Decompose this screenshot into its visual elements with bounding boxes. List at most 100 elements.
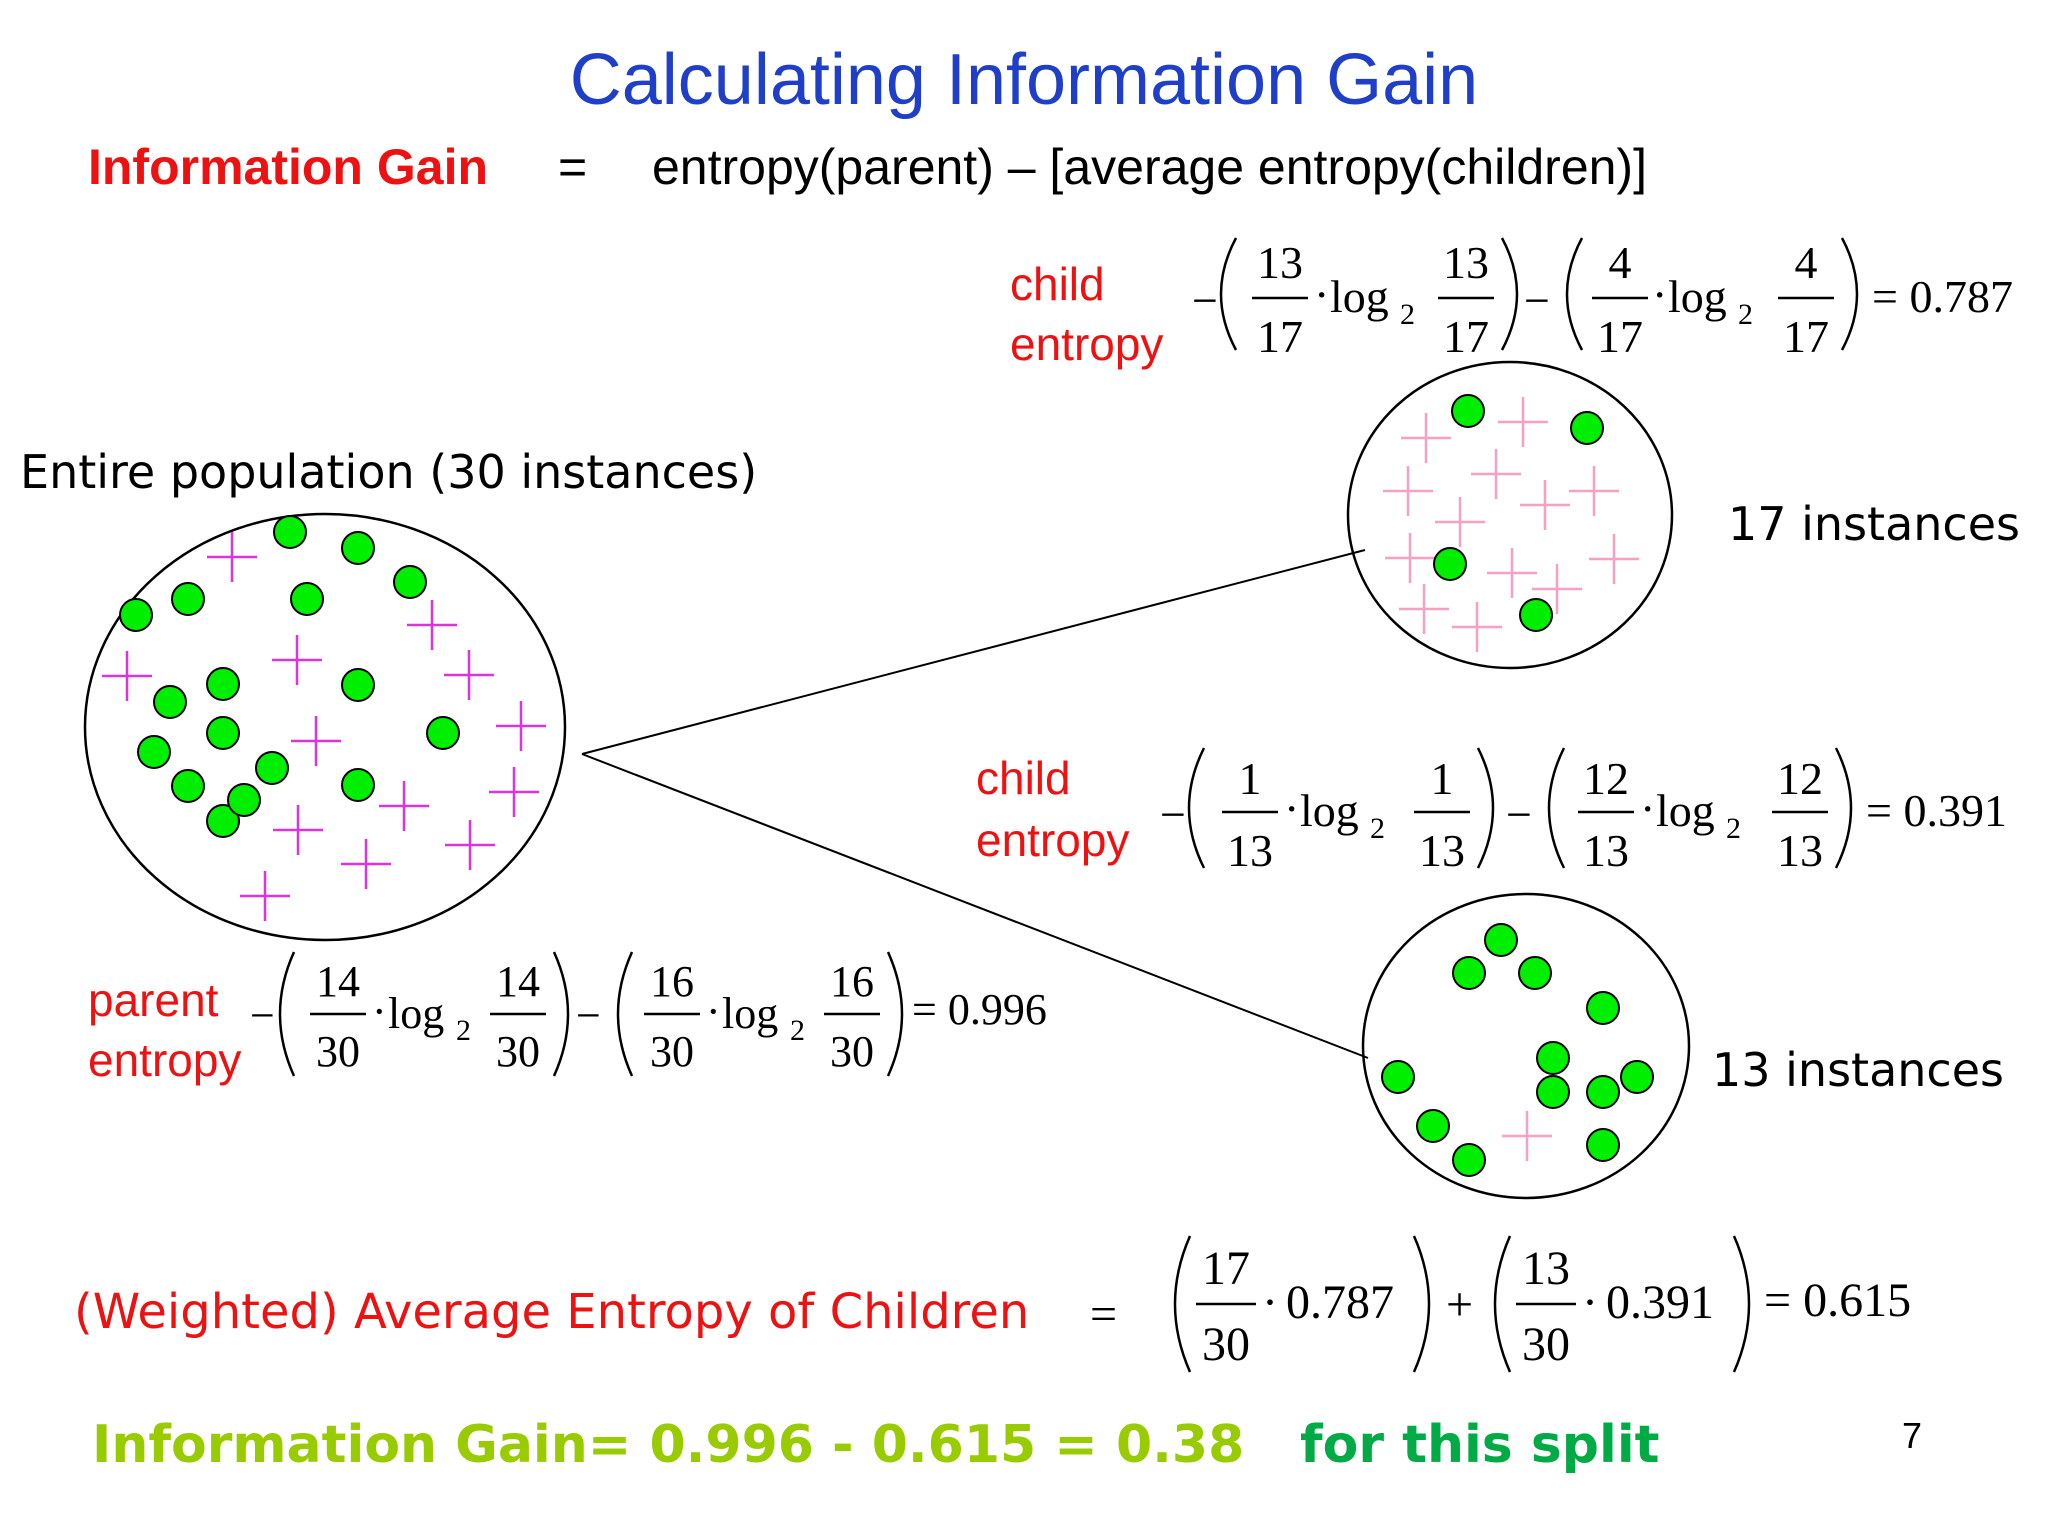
parent-circle-instance [206, 716, 240, 750]
definition-formula: entropy(parent) – [average entropy(child… [652, 139, 1647, 195]
split-line-top [581, 549, 1366, 755]
weighted-average-label: (Weighted) Average Entropy of Children [74, 1284, 1029, 1340]
definition-equals: = [558, 139, 587, 195]
parent-cross-instance [496, 701, 546, 751]
parent-circle-instance [393, 565, 427, 599]
parent-circle-instance [137, 735, 171, 769]
child-bottom-circle-instance [1620, 1060, 1654, 1094]
formula-denominator: 30 [496, 1027, 540, 1076]
paren-close [1840, 237, 1859, 351]
paren-open [1173, 1235, 1192, 1373]
weighted-denominator: 30 [1522, 1318, 1570, 1371]
parent-cross-instance [240, 871, 290, 921]
child-top-cross-instance [1452, 602, 1502, 652]
parent-cross-instance [444, 650, 494, 700]
child-top-cross-instance [1589, 534, 1639, 584]
paren-close [552, 951, 570, 1077]
formula-minus: − [250, 991, 275, 1040]
formula-numerator: 12 [1777, 753, 1823, 804]
child-top-cross-instance [1435, 497, 1485, 547]
paren-open [616, 951, 634, 1077]
child-top-entropy-label-1: child [1010, 258, 1105, 310]
formula-minus: − [1192, 275, 1218, 326]
weighted-average-formula: = 17 30 · 0.787 + 13 30 · 0.391 = 0.615 [1090, 1235, 1911, 1373]
paren-close [1476, 747, 1495, 869]
parent-cross-instance [489, 767, 539, 817]
page-number: 7 [1902, 1415, 1922, 1456]
formula-denominator: 30 [316, 1027, 360, 1076]
log-base: 2 [790, 1014, 805, 1047]
child-bottom-circle-instance [1484, 923, 1518, 957]
formula-numerator: 12 [1583, 753, 1629, 804]
parent-cross-instance [291, 716, 341, 766]
instance-markers [102, 394, 1654, 1177]
parent-circle-instance [341, 531, 375, 565]
child-top-entropy-label-2: entropy [1010, 318, 1163, 370]
log-base: 2 [1726, 812, 1741, 845]
child-top-circle-instance [1433, 547, 1467, 581]
weighted-value: 0.787 [1286, 1276, 1394, 1329]
parent-circle-instance [290, 582, 324, 616]
paren-close [1500, 237, 1519, 351]
split-line-bottom [581, 753, 1369, 1059]
formula-numerator: 14 [496, 957, 540, 1006]
child-top-cross-instance [1383, 466, 1433, 516]
parent-circle-instance [341, 768, 375, 802]
weighted-numerator: 17 [1202, 1242, 1250, 1295]
child-top-cross-instance [1569, 466, 1619, 516]
weighted-plus: + [1446, 1278, 1473, 1331]
dot-operator: · [1652, 269, 1667, 320]
child-top-instances-label: 17 instances [1728, 497, 2020, 551]
formula-minus: − [1524, 275, 1550, 326]
formula-denominator: 30 [830, 1027, 874, 1076]
parent-entropy-formula: − 14 30 · log 2 14 30 − 16 30 · log 2 16… [250, 951, 1047, 1077]
formula-denominator: 17 [1443, 311, 1489, 362]
log-text: log [1300, 785, 1359, 836]
child-bottom-circle-instance [1416, 1109, 1450, 1143]
paren-open [1547, 747, 1566, 869]
child-bottom-ellipse [1361, 892, 1691, 1200]
child-bottom-entropy-formula: − 1 13 · log 2 1 13 − 12 13 · log 2 12 1… [1160, 747, 2007, 876]
dot-operator: · [1284, 783, 1299, 834]
child-top-cross-instance [1385, 533, 1435, 583]
formula-numerator: 13 [1443, 237, 1489, 288]
log-text: log [1668, 271, 1727, 322]
parent-population-ellipse [83, 512, 567, 942]
population-label: Entire population (30 instances) [20, 445, 757, 499]
child-bottom-cross-instance [1502, 1111, 1552, 1161]
log-base: 2 [1738, 298, 1753, 331]
child-bottom-circle-instance [1536, 1075, 1570, 1109]
formula-denominator: 17 [1783, 311, 1829, 362]
formula-denominator: 30 [650, 1027, 694, 1076]
log-base: 2 [1400, 298, 1415, 331]
dot-operator: · [372, 987, 387, 1036]
child-top-cross-instance [1487, 548, 1537, 598]
weighted-equals: = [1090, 1288, 1117, 1341]
paren-close [886, 951, 904, 1077]
child-top-cross-instance [1401, 413, 1451, 463]
parent-circle-instance [426, 716, 460, 750]
parent-circle-instance [153, 685, 187, 719]
formula-numerator: 4 [1609, 237, 1632, 288]
formula-numerator: 14 [316, 957, 360, 1006]
child-top-cross-instance [1399, 584, 1449, 634]
parent-circle-instance [206, 667, 240, 701]
child-bottom-circle-instance [1536, 1041, 1570, 1075]
child-bottom-instances-label: 13 instances [1712, 1043, 2004, 1097]
dot-operator: · [1640, 783, 1655, 834]
child-top-cross-instance [1532, 564, 1582, 614]
parent-cross-instance [273, 805, 323, 855]
for-this-split-label: for this split [1300, 1415, 1660, 1475]
child-bottom-circle-instance [1452, 956, 1486, 990]
information-gain-summary: Information Gain= 0.996 - 0.615 = 0.38 [92, 1415, 1244, 1475]
page-title: Calculating Information Gain [570, 40, 1478, 120]
parent-circle-instance [206, 804, 240, 838]
parent-cross-instance [207, 532, 257, 582]
weighted-value: 0.391 [1606, 1276, 1714, 1329]
formula-numerator: 1 [1431, 753, 1454, 804]
formula-result: = 0.996 [912, 985, 1047, 1034]
formula-minus: − [1506, 789, 1532, 840]
child-top-cross-instance [1520, 480, 1570, 530]
child-bottom-circle-instance [1586, 991, 1620, 1025]
parent-entropy-label-1: parent [88, 974, 219, 1026]
